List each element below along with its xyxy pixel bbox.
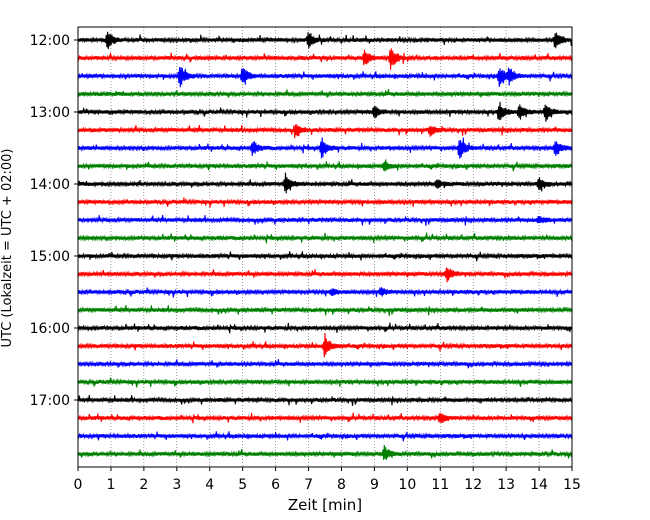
seismic-trace [77, 124, 573, 139]
x-tick-label: 12 [464, 477, 482, 493]
seismic-trace [77, 214, 573, 226]
x-tick-label: 15 [563, 477, 581, 493]
x-tick-label: 14 [530, 477, 548, 493]
seismic-trace [77, 101, 573, 122]
seismic-trace [77, 159, 573, 172]
seismic-trace [77, 394, 573, 406]
seismic-trace [77, 251, 573, 262]
x-tick-label: 10 [398, 477, 416, 493]
seismic-trace [77, 359, 573, 369]
seismic-trace [77, 287, 573, 298]
x-tick-label: 13 [497, 477, 515, 493]
x-tick-label: 1 [106, 477, 115, 493]
seismic-trace [77, 444, 573, 460]
x-tick-label: 0 [74, 477, 83, 493]
x-tick-label: 4 [205, 477, 214, 493]
y-tick-label: 13:00 [30, 105, 70, 121]
x-tick-label: 5 [238, 477, 247, 493]
trace-group [77, 31, 573, 460]
y-tick-label: 14:00 [30, 177, 70, 193]
x-tick-label: 6 [271, 477, 280, 493]
x-axis-ticks: 0 1 2 3 4 5 6 7 8 9 10 11 12 13 14 15 [74, 467, 581, 493]
x-tick-label: 7 [304, 477, 313, 493]
x-tick-label: 3 [172, 477, 181, 493]
x-axis-label: Zeit [min] [288, 496, 362, 514]
seismic-trace [77, 322, 573, 334]
plot-frame [77, 26, 573, 468]
seismic-trace [77, 89, 573, 98]
seismic-trace [77, 67, 573, 88]
x-tick-label: 11 [431, 477, 449, 493]
x-tick-label: 2 [139, 477, 148, 493]
seismic-trace [77, 267, 573, 283]
x-tick-label: 8 [337, 477, 346, 493]
seismic-trace [77, 31, 573, 50]
x-tick-label: 9 [370, 477, 379, 493]
seismic-trace [77, 412, 573, 424]
y-tick-label: 12:00 [30, 33, 70, 49]
grid-lines [110, 27, 540, 467]
y-tick-label: 17:00 [30, 393, 70, 409]
y-axis-ticks: 12:00 13:00 14:00 15:00 16:00 17:00 [30, 33, 78, 409]
seismic-trace [77, 333, 573, 358]
y-tick-label: 16:00 [30, 321, 70, 337]
seismic-trace [77, 304, 573, 316]
seismic-trace [77, 232, 573, 244]
seismic-trace [77, 48, 573, 71]
seismic-trace [77, 137, 573, 159]
seismic-trace [77, 197, 573, 208]
y-axis-label: UTC (Lokalzeit = UTC + 02:00) [0, 149, 15, 348]
seismic-trace [77, 172, 573, 194]
seismic-trace [77, 431, 573, 442]
y-tick-label: 15:00 [30, 249, 70, 265]
seismic-trace [77, 377, 573, 388]
